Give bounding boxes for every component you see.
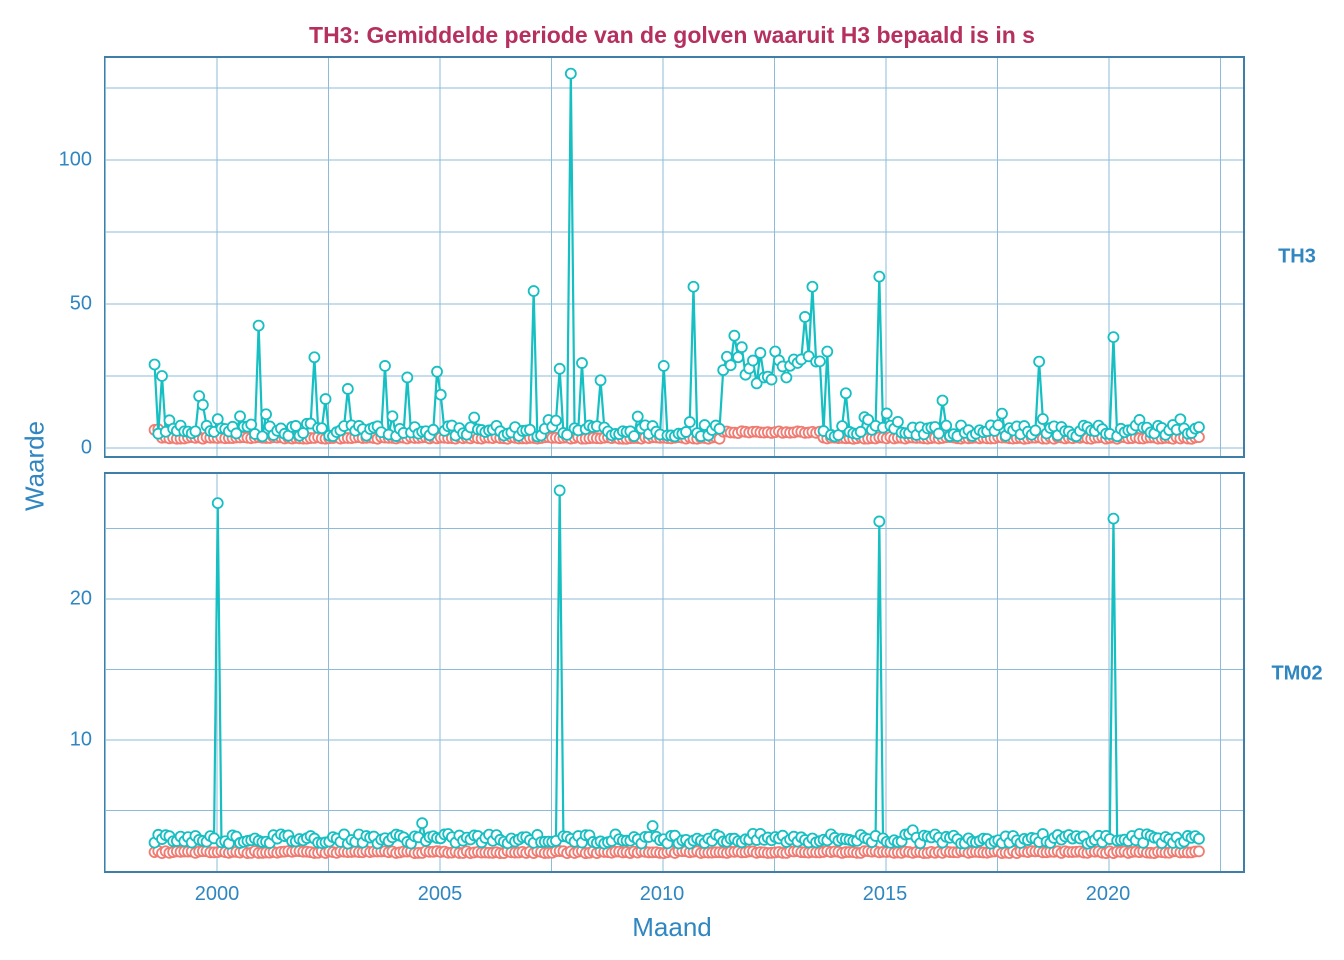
y-tick-20: 20 [69, 587, 92, 610]
y-tick-0: 0 [80, 436, 92, 459]
x-tick-2020: 2020 [1085, 883, 1131, 905]
strip-label-tm02: TM02 [1271, 662, 1323, 685]
panel-tm02 [104, 472, 1245, 873]
panel-th3 [104, 56, 1245, 458]
x-tick-2000: 2000 [194, 883, 240, 905]
chart-title: TH3: Gemiddelde periode van de golven wa… [309, 22, 1035, 48]
y-tick-50: 50 [69, 292, 92, 315]
x-tick-2005: 2005 [417, 883, 463, 905]
x-tick-2015: 2015 [862, 883, 908, 905]
x-axis-label: Maand [632, 912, 712, 942]
y-tick-100: 100 [58, 148, 92, 171]
y-axis-label: Waarde [19, 420, 50, 511]
strip-label-th3: TH3 [1278, 245, 1316, 268]
y-tick-10: 10 [69, 728, 92, 751]
x-tick-2010: 2010 [639, 883, 685, 905]
